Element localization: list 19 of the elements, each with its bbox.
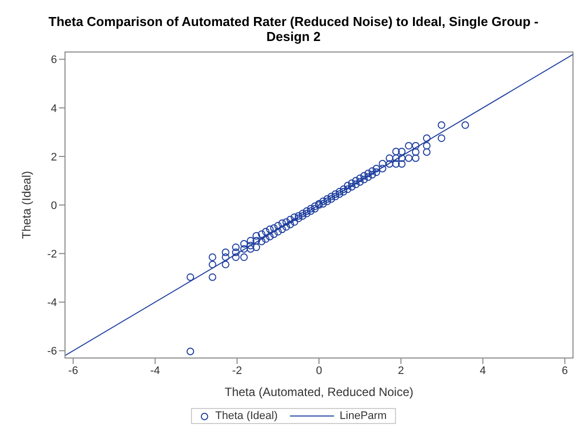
x-tick-label: -6 <box>68 364 78 377</box>
y-tick-label: -2 <box>47 248 57 260</box>
y-tick-label: 4 <box>50 102 57 115</box>
x-tick-label: 2 <box>398 364 404 377</box>
x-tick-label: 6 <box>562 364 568 377</box>
y-tick-label: 6 <box>50 54 57 66</box>
y-axis-title: Theta (Ideal) <box>19 170 34 240</box>
legend-label: LineParm <box>338 410 387 422</box>
legend-label: Theta (Ideal) <box>214 410 278 422</box>
x-tick-label: 4 <box>480 364 486 377</box>
y-tick-label: -6 <box>47 346 57 358</box>
y-tick-label: -4 <box>47 297 57 310</box>
x-axis-title: Theta (Automated, Reduced Noice) <box>224 385 414 399</box>
x-tick-label: 0 <box>316 364 322 377</box>
x-tick-label: -2 <box>232 364 242 377</box>
y-tick-label: 0 <box>50 200 57 212</box>
chart-title: Theta Comparison of Automated Rater (Reduced Noise) to Ideal, Single Group - Design 2 <box>48 13 540 44</box>
y-tick-label: 2 <box>50 151 57 164</box>
x-tick-label: -4 <box>150 364 160 377</box>
